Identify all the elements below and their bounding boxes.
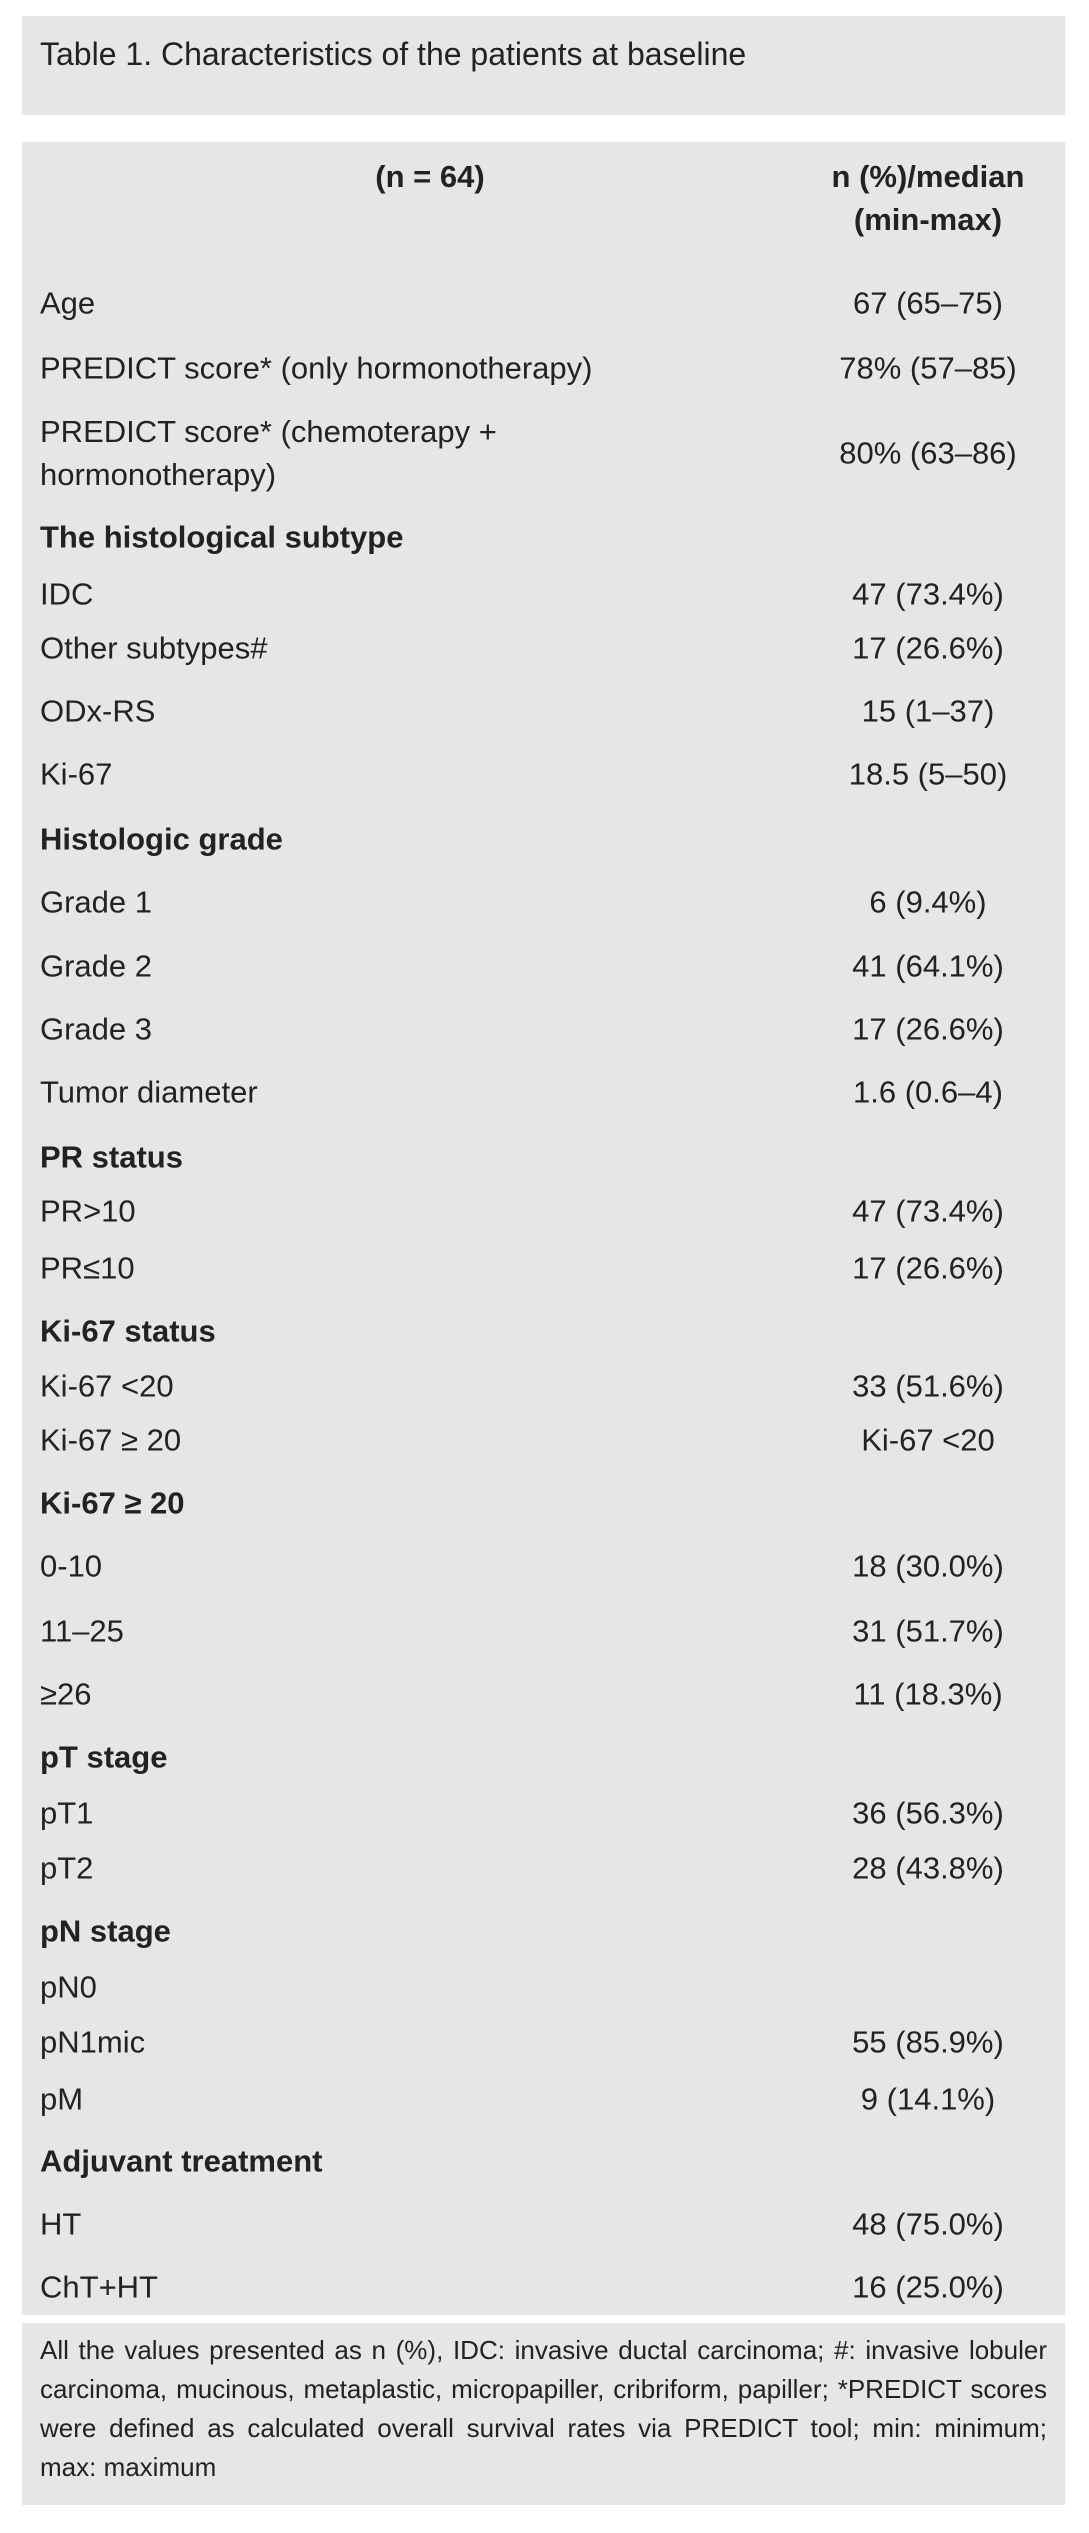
row-label: 0-10 xyxy=(40,1548,103,1584)
header-n: (n = 64) xyxy=(375,159,485,194)
row-label: pT2 xyxy=(40,1850,94,1886)
row-label: Ki-67 ≥ 20 xyxy=(40,1422,182,1458)
section-heading: Ki-67 status xyxy=(40,1313,216,1349)
row-value: 48 (75.0%) xyxy=(852,2206,1004,2242)
table-footnote-box: All the values presented as n (%), IDC: … xyxy=(22,2323,1065,2505)
section-heading: Histologic grade xyxy=(40,821,283,857)
table-footnote: All the values presented as n (%), IDC: … xyxy=(40,2335,1047,2482)
section-heading: pT stage xyxy=(40,1739,168,1775)
row-value: 47 (73.4%) xyxy=(852,576,1004,612)
row-label: pN1mic xyxy=(40,2024,146,2060)
row-label: PREDICT score* (only hormonotherapy) xyxy=(40,350,593,386)
section-heading: The histological subtype xyxy=(40,519,404,555)
row-value: 47 (73.4%) xyxy=(852,1193,1004,1229)
row-label: PR>10 xyxy=(40,1193,136,1229)
table-title: Table 1. Characteristics of the patients… xyxy=(40,36,747,72)
row-label: ≥26 xyxy=(40,1676,92,1712)
row-label: PREDICT score* (chemoterapy + hormonothe… xyxy=(40,414,497,492)
header-stat-line1: n (%)/median xyxy=(831,159,1025,194)
row-label: Age xyxy=(40,285,96,321)
row-label: Tumor diameter xyxy=(40,1074,258,1110)
row-label: pN0 xyxy=(40,1969,97,2005)
section-heading: Ki-67 ≥ 20 xyxy=(40,1485,185,1521)
row-value: 41 (64.1%) xyxy=(852,948,1004,984)
row-value: 18 (30.0%) xyxy=(852,1548,1004,1584)
row-label: HT xyxy=(40,2206,82,2242)
row-label: pT1 xyxy=(40,1795,94,1831)
row-value: 17 (26.6%) xyxy=(852,1250,1004,1286)
row-value: 28 (43.8%) xyxy=(852,1850,1004,1886)
section-heading: PR status xyxy=(40,1139,183,1175)
row-value: Ki-67 <20 xyxy=(861,1422,995,1458)
row-label: ODx-RS xyxy=(40,693,156,729)
row-label: IDC xyxy=(40,576,94,612)
header-stat-line2: (min-max) xyxy=(853,202,1003,237)
row-value: 67 (65–75) xyxy=(853,285,1003,321)
characteristics-table: (n = 64) n (%)/median (min-max) Age 67 (6… xyxy=(22,142,1065,2315)
section-heading: Adjuvant treatment xyxy=(40,2143,323,2179)
row-value: 9 (14.1%) xyxy=(860,2081,996,2117)
row-value: 78% (57–85) xyxy=(839,350,1017,386)
row-value: 1.6 (0.6–4) xyxy=(853,1074,1003,1110)
row-value: 33 (51.6%) xyxy=(852,1368,1004,1404)
row-value: 15 (1–37) xyxy=(861,693,995,729)
row-label: Grade 1 xyxy=(40,884,153,920)
row-label: ChT+HT xyxy=(40,2269,158,2305)
row-label: pM xyxy=(40,2081,84,2117)
row-value: 16 (25.0%) xyxy=(852,2269,1004,2305)
row-label: Ki-67 <20 xyxy=(40,1368,174,1404)
row-value: 6 (9.4%) xyxy=(869,884,987,920)
row-value: 17 (26.6%) xyxy=(852,630,1004,666)
row-label: Grade 3 xyxy=(40,1011,153,1047)
row-label: Other subtypes# xyxy=(40,630,268,666)
table-caption-box: Table 1. Characteristics of the patients… xyxy=(22,16,1065,115)
section-heading: pN stage xyxy=(40,1913,171,1949)
row-value: 55 (85.9%) xyxy=(852,2024,1004,2060)
row-value: 11 (18.3%) xyxy=(853,1676,1003,1712)
row-value: 80% (63–86) xyxy=(839,435,1017,471)
row-label: Ki-67 xyxy=(40,756,113,792)
row-value: 31 (51.7%) xyxy=(852,1613,1004,1649)
row-value: 36 (56.3%) xyxy=(852,1795,1004,1831)
row-value: 18.5 (5–50) xyxy=(848,756,1008,792)
row-value: 17 (26.6%) xyxy=(852,1011,1004,1047)
row-label: PR≤10 xyxy=(40,1250,135,1286)
row-label: Grade 2 xyxy=(40,948,153,984)
row-label: 11–25 xyxy=(40,1613,124,1649)
